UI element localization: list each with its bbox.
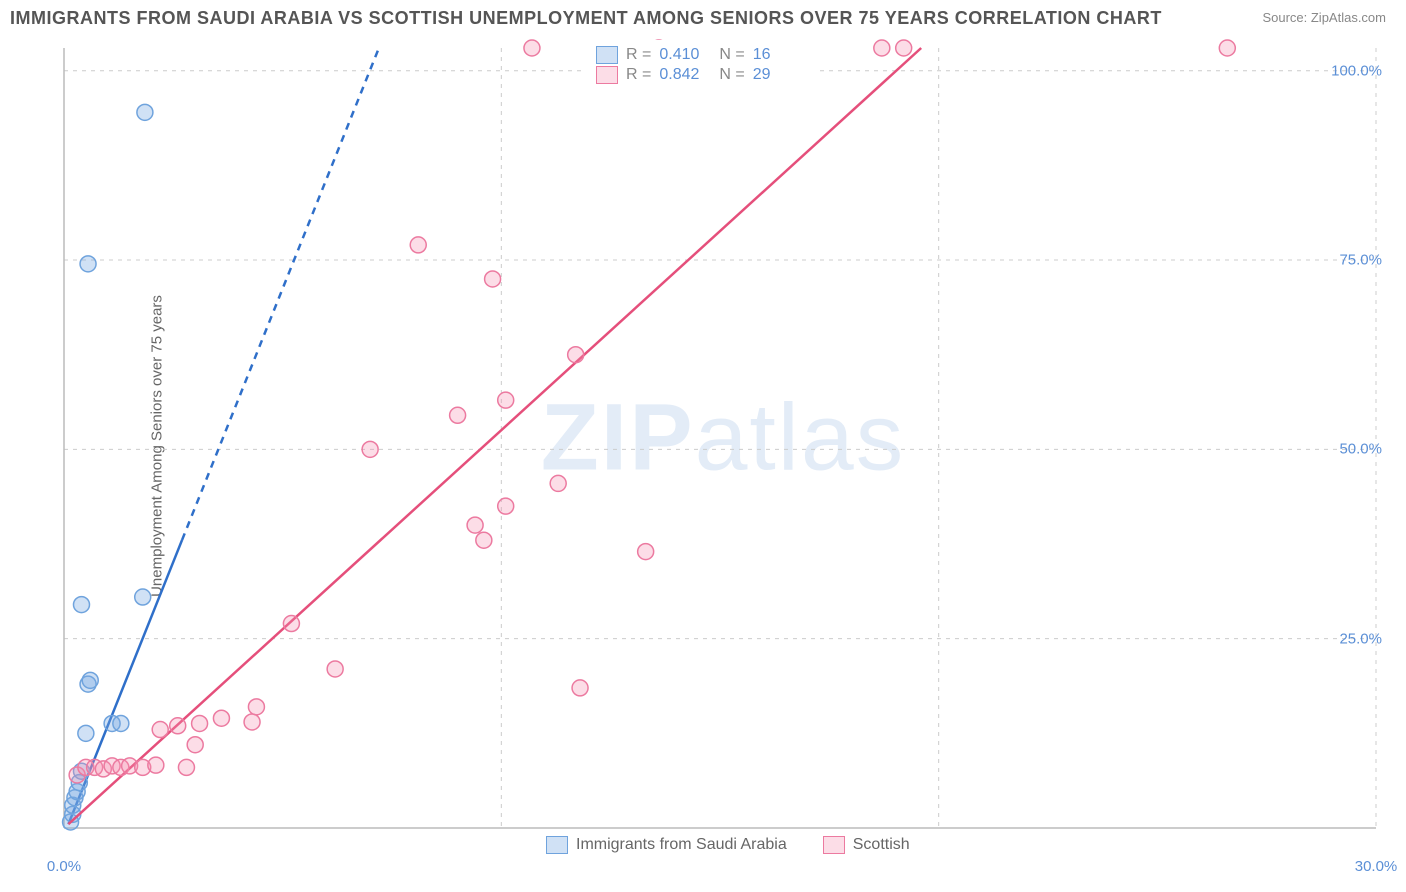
legend-R-value-0: 0.410 [659,46,711,64]
y-tick-label: 100.0% [1331,62,1382,79]
legend-series: Immigrants from Saudi Arabia Scottish [546,836,934,854]
source-attribution: Source: ZipAtlas.com [1262,10,1386,25]
legend-series-label-1: Scottish [853,836,910,854]
chart-title: IMMIGRANTS FROM SAUDI ARABIA VS SCOTTISH… [10,8,1162,29]
legend-N-value-0: 16 [753,46,805,64]
legend-stats-row-1: R = 0.842 N = 29 [596,66,805,84]
y-tick-label: 50.0% [1339,441,1382,458]
scatter-plot [56,38,1390,838]
x-tick-label: 30.0% [1355,858,1398,875]
legend-swatch-0 [596,46,618,64]
legend-stats: R = 0.410 N = 16 R = 0.842 N = 29 [586,40,815,90]
legend-N-label-0: N = [719,46,744,64]
legend-bottom-swatch-0 [546,836,568,854]
chart-area: ZIPatlas R = 0.410 N = 16 R = 0.842 N = … [56,38,1390,838]
legend-series-label-0: Immigrants from Saudi Arabia [576,836,787,854]
legend-N-label-1: N = [719,66,744,84]
legend-item-1: Scottish [823,836,910,854]
legend-item-0: Immigrants from Saudi Arabia [546,836,787,854]
legend-stats-row-0: R = 0.410 N = 16 [596,46,805,64]
legend-R-label-1: R = [626,66,651,84]
legend-swatch-1 [596,66,618,84]
legend-N-value-1: 29 [753,66,805,84]
y-tick-label: 75.0% [1339,252,1382,269]
legend-R-label-0: R = [626,46,651,64]
y-tick-label: 25.0% [1339,630,1382,647]
legend-R-value-1: 0.842 [659,66,711,84]
x-tick-label: 0.0% [47,858,81,875]
source-label: Source: [1262,10,1310,25]
source-name: ZipAtlas.com [1311,10,1386,25]
legend-bottom-swatch-1 [823,836,845,854]
